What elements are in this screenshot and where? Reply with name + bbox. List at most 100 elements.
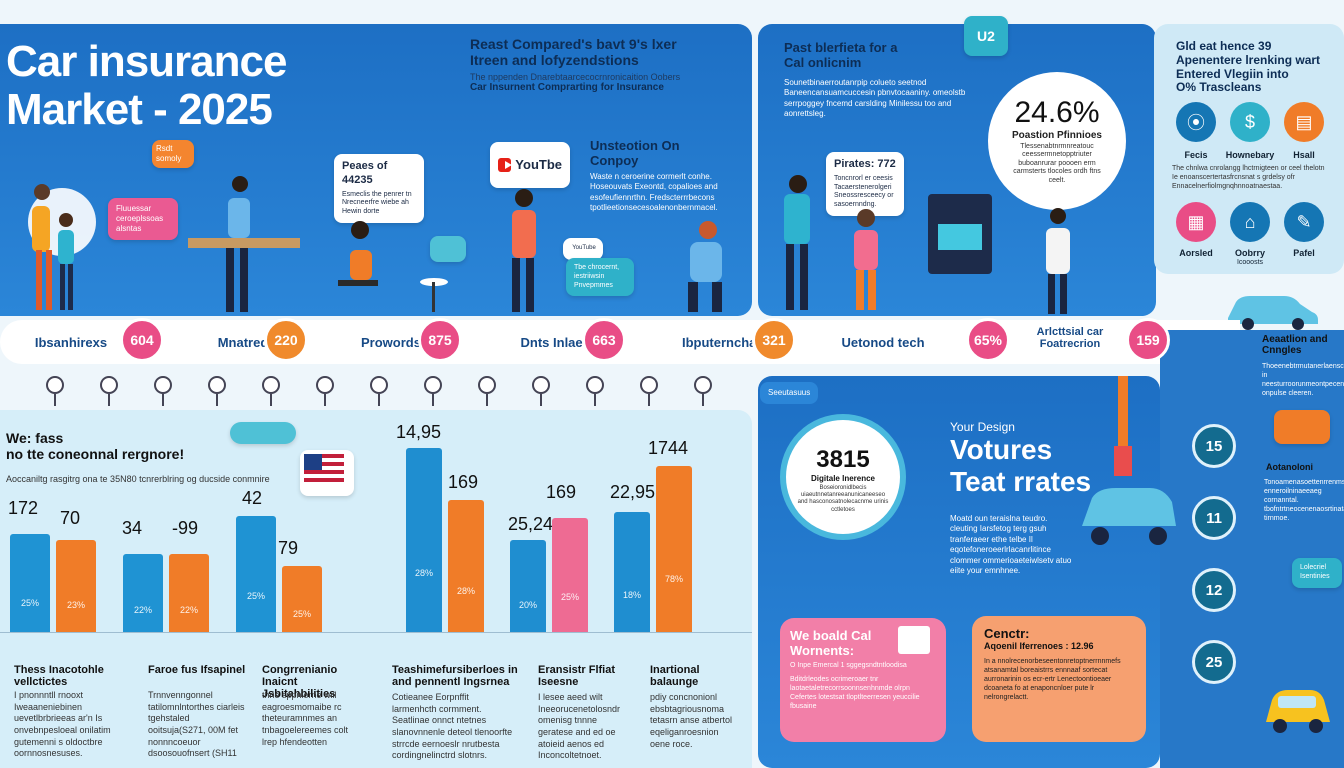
small-bubble: Seeutasuus — [760, 382, 819, 404]
house-icon: ⌂ — [1230, 202, 1270, 242]
right-top-heading-2: Cal onlicnim — [784, 55, 862, 70]
chart-bar — [448, 500, 484, 632]
map-pin-icon — [640, 376, 658, 394]
icon-caption-5b: Icooosts — [1236, 259, 1264, 266]
map-pin-icon — [316, 376, 334, 394]
pin-stem — [324, 394, 326, 406]
youtube-small-label: YouTube — [572, 245, 596, 252]
stat-circle: 24.6% Poastion Pfinnioes Tlessenabtnrmnr… — [988, 72, 1126, 210]
pirates-title: Pirates: 772 — [834, 158, 896, 170]
side-title-1: Aeaatlion and Cnngles — [1262, 334, 1328, 356]
yt-small-bubble: YouTube — [563, 238, 603, 260]
top-heading-2: Itreen and lofyzendstions — [470, 52, 639, 68]
pin-stem — [54, 394, 56, 406]
bar-value: 79 — [278, 538, 299, 558]
note-text: I lesee aeed wilt Ineeorucenetolosndr om… — [538, 692, 621, 761]
bar-value: 172 — [8, 498, 39, 518]
note-text: thrie sppnlorne wiil eagroesmomaibe rc t… — [262, 690, 349, 747]
icon-caption-2: Hownebary — [1225, 150, 1275, 160]
bar-value: 34 — [122, 518, 143, 538]
timeline-label: Prowords — [361, 335, 421, 350]
top-heading: Reast Compared's bavt 9's lxer Itreen an… — [470, 36, 740, 93]
pin-stem — [702, 394, 704, 406]
small-tag-bubble: Lolecriel Isentinies — [1292, 558, 1342, 588]
map-pin-icon — [370, 376, 388, 394]
pin-stem — [108, 394, 110, 406]
timeline-badge: 604 — [120, 318, 164, 362]
stat-label: Poastion Pfinnioes — [1011, 130, 1102, 141]
map-pin-icon — [478, 376, 496, 394]
timeline-label: Ibputernchal — [681, 335, 760, 350]
pink-bubble: Fluuessar ceroeplssoas alsntas — [108, 198, 178, 240]
left-chart-heading: We: fass no tte coneonnal rergnore! — [6, 430, 184, 462]
bar-value: 42 — [242, 488, 263, 508]
car-lift-illustration — [1082, 376, 1176, 545]
bar-value: 14,95 — [396, 422, 442, 442]
chart-baseline — [0, 632, 752, 633]
bar-label: 25% — [20, 597, 39, 608]
orange-title: Cenctr: — [984, 626, 1030, 641]
top-heading-1: Reast Compared's bavt 9's lxer — [470, 36, 677, 52]
chart-bar — [510, 540, 546, 632]
timeline-label: Ibsanhirexs — [34, 335, 108, 350]
chart-bar — [10, 534, 50, 632]
top-sub-1: The nppenden Dnarebtaarcecocrnronicaitio… — [470, 72, 681, 82]
bar-value: 169 — [546, 482, 577, 502]
map-pin-icon — [424, 376, 442, 394]
icon-caption-1: Fecis — [1184, 150, 1208, 160]
yt-text-bubble: Tbe chrocernt, iestriiwsin Pnvepmmes — [566, 258, 634, 297]
pin-stem — [216, 394, 218, 406]
pin-stem — [162, 394, 164, 406]
circle-value: 3815 — [816, 446, 870, 473]
badge-bubble: U2 — [964, 16, 1008, 56]
step-circle: 11 — [1192, 496, 1236, 540]
wallet-icon: ▤ — [1284, 102, 1324, 142]
car-icon — [1228, 296, 1318, 330]
mid-bubble: Peaes of 44235 Esmeclis the penrer tn Nr… — [334, 154, 424, 223]
note-title: Inartional balaunge — [650, 664, 700, 688]
bar-value: -99 — [172, 518, 199, 538]
page-title: Car insurance Market - 2025 — [6, 37, 287, 135]
chart-bar — [406, 448, 442, 632]
orange-card — [972, 616, 1146, 742]
pirates-bubble: Pirates: 772 Toncnrorl er ceesis Tacaers… — [826, 152, 904, 216]
bar-label: 22% — [133, 604, 152, 615]
mid-bubble-text: Esmeclis the penrer tn Nrecneerfre wiebe… — [342, 190, 412, 216]
left-chart-heading-2: no tte coneonnal rergnore! — [6, 446, 185, 462]
timeline-label: Dnts Inlaeis — [520, 335, 594, 350]
youtube-bubble: YouTbe — [490, 142, 570, 188]
note-text: I pnonnntll rnooxt Iweaaneniebinen uevet… — [14, 690, 111, 759]
chat-pill — [230, 422, 296, 444]
pink-title: We boald Cal Wornents: — [790, 628, 872, 658]
side-title-2: Aotanoloni — [1266, 462, 1313, 472]
left-chart-sub: Aoccaniltg rasgitrg ona te 35N80 tcnrerb… — [6, 474, 270, 484]
title-line-1: Car insurance — [6, 37, 287, 86]
circle-label: Digitale Inerence — [810, 474, 876, 483]
chart-bar — [169, 554, 209, 632]
far-right-h3: Entered Vlegiin into — [1176, 66, 1289, 81]
timeline-badge: 321 — [752, 318, 796, 362]
top-white-strip — [0, 0, 1344, 24]
bar-label: 18% — [622, 590, 641, 600]
pin-stem — [540, 394, 542, 406]
pirates-text: Toncnrorl er ceesis Tacaerstenerolgeri S… — [834, 174, 894, 208]
icon-caption-6: Pafel — [1293, 248, 1315, 258]
bar-label: 25% — [292, 608, 311, 619]
side-text-2: Tonoamenasoettenrrenmscoten enneroilnina… — [1264, 479, 1344, 523]
pink-text: Bditdrleodes ocrimeroaer tnr laotaetalet… — [790, 676, 920, 711]
big-circle: 3815 Digitale Inerence Boseioronidlbecis… — [780, 414, 906, 540]
bar-value: 1744 — [648, 438, 689, 458]
timeline-badge: 663 — [582, 318, 626, 362]
chart-bar — [614, 512, 650, 632]
map-pin-icon — [208, 376, 226, 394]
far-right-h2: Apenentere lrenking wart — [1176, 52, 1321, 67]
tag-bubble: Rsdt somoly — [152, 140, 194, 168]
timeline-badge: 65% — [966, 318, 1010, 362]
right-bottom-title: Your Design Votures Teat rrates — [950, 420, 1091, 498]
bar-label: 25% — [246, 591, 265, 602]
document-icon: ▦ — [1176, 202, 1216, 242]
side-text-1: Thoeenebtrmutanerlaenscartion in neestur… — [1262, 363, 1344, 398]
timeline-badge: 159 — [1126, 318, 1170, 362]
right-top-body: Sounetbinaerroutanrpip colueto seetnod B… — [784, 78, 966, 119]
flag-icon — [898, 626, 930, 654]
